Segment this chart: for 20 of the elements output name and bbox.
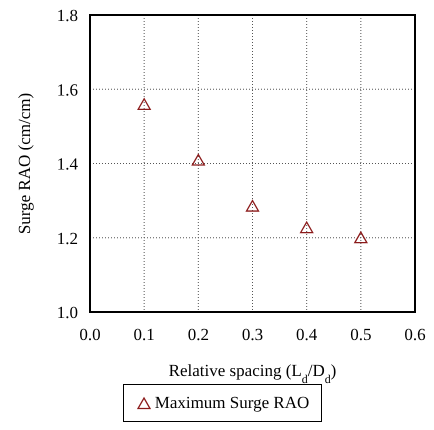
x-tick-label: 0.0 xyxy=(79,325,101,344)
y-axis-title: Surge RAO (cm/cm) xyxy=(15,92,34,234)
y-tick-label: 1.2 xyxy=(56,228,78,248)
x-axis-title: Relative spacing (L$_{d}$/D$_{d}$) xyxy=(168,361,336,386)
point xyxy=(192,154,205,166)
x-tick-label: 0.6 xyxy=(404,325,426,344)
y-tick-label: 1.6 xyxy=(56,80,78,100)
point xyxy=(138,98,151,110)
x-tick-label: 0.1 xyxy=(134,325,155,344)
x-tick-label: 0.2 xyxy=(188,325,209,344)
x-tick-label: 0.3 xyxy=(242,325,264,344)
x-tick-label: 0.4 xyxy=(296,325,318,344)
point xyxy=(354,231,368,244)
y-tick-label: 1.8 xyxy=(56,6,78,26)
point xyxy=(246,200,260,212)
y-tick-label: 1.4 xyxy=(56,154,78,174)
legend-label: Maximum Surge RAO xyxy=(154,393,310,413)
point xyxy=(300,221,314,234)
y-tick-label: 1.0 xyxy=(56,303,78,322)
x-tick-label: 0.5 xyxy=(350,325,372,344)
